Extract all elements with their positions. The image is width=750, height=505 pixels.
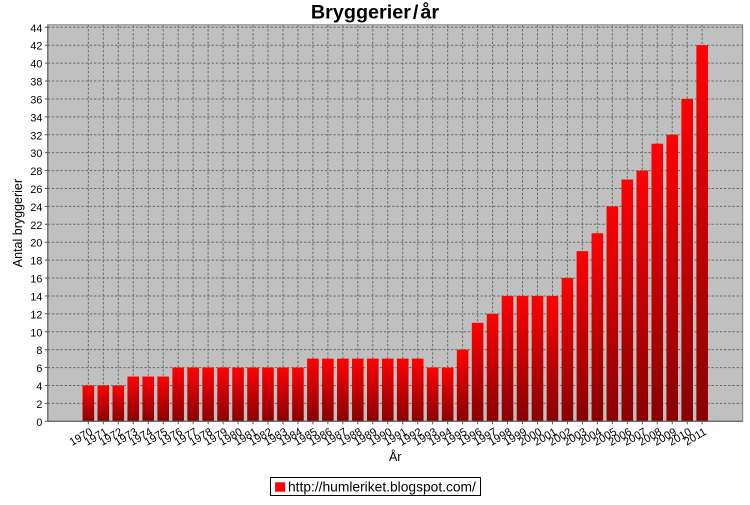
svg-text:44: 44 bbox=[30, 23, 42, 35]
svg-text:14: 14 bbox=[30, 291, 42, 303]
svg-text:16: 16 bbox=[30, 274, 42, 286]
svg-text:32: 32 bbox=[30, 130, 42, 142]
svg-text:38: 38 bbox=[30, 77, 42, 89]
svg-text:4: 4 bbox=[36, 381, 42, 393]
svg-text:40: 40 bbox=[30, 59, 42, 71]
svg-text:8: 8 bbox=[36, 345, 42, 357]
svg-text:http://humleriket.blogspot.com: http://humleriket.blogspot.com/ bbox=[288, 480, 476, 495]
svg-text:22: 22 bbox=[30, 220, 42, 232]
svg-text:26: 26 bbox=[30, 184, 42, 196]
svg-text:42: 42 bbox=[30, 41, 42, 53]
svg-text:30: 30 bbox=[30, 148, 42, 160]
svg-text:Antal bryggerier: Antal bryggerier bbox=[11, 179, 25, 267]
svg-text:6: 6 bbox=[36, 363, 42, 375]
svg-text:18: 18 bbox=[30, 256, 42, 268]
svg-text:34: 34 bbox=[30, 112, 42, 124]
svg-text:10: 10 bbox=[30, 327, 42, 339]
svg-text:12: 12 bbox=[30, 309, 42, 321]
svg-text:0: 0 bbox=[36, 417, 42, 429]
svg-text:24: 24 bbox=[30, 202, 42, 214]
svg-text:28: 28 bbox=[30, 166, 42, 178]
svg-text:36: 36 bbox=[30, 94, 42, 106]
svg-text:2: 2 bbox=[36, 399, 42, 411]
svg-text:Bryggerier/år: Bryggerier / år bbox=[311, 1, 440, 24]
svg-text:20: 20 bbox=[30, 238, 42, 250]
svg-text:År: År bbox=[389, 449, 402, 464]
